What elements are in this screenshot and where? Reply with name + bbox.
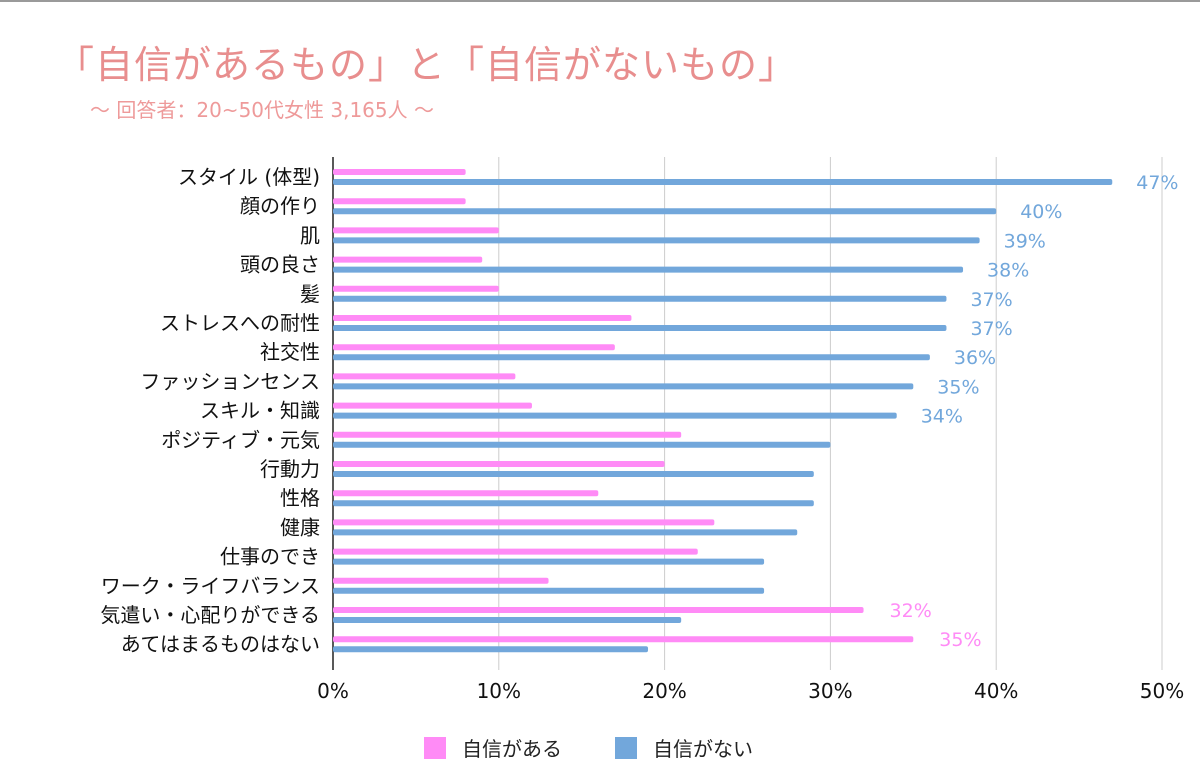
data-label-not-confident: 34% [921, 406, 963, 428]
bar-not-confident [333, 354, 930, 361]
category-label: スタイル (体型) [178, 165, 320, 189]
bar-confident [333, 256, 483, 263]
legend-label-not-confident: 自信がない [653, 737, 753, 761]
bar-not-confident [333, 529, 798, 536]
x-tick-label: 50% [1140, 679, 1184, 703]
category-label: 社交性 [260, 340, 320, 364]
bar-confident [333, 519, 715, 526]
x-tick-label: 20% [642, 679, 686, 703]
x-tick-label: 30% [808, 679, 852, 703]
bar-not-confident [333, 412, 897, 419]
bar-confident [333, 607, 864, 613]
top-border [0, 0, 1200, 2]
data-label-not-confident: 47% [1136, 172, 1178, 194]
category-label: あてはまるものはない [121, 632, 320, 656]
bar-not-confident [333, 587, 765, 594]
category-label: スキル・知識 [200, 399, 320, 423]
legend-item-confident: 自信がある [424, 733, 562, 762]
data-label-not-confident: 37% [970, 318, 1012, 340]
bar-not-confident [333, 325, 947, 331]
category-label: 肌 [300, 223, 320, 247]
bar-not-confident [333, 179, 1113, 185]
chart-legend: 自信がある 自信がない [0, 733, 1200, 763]
bar-confident [333, 461, 665, 467]
bar-not-confident [333, 383, 914, 390]
bar-not-confident [333, 441, 831, 448]
x-tick-label: 40% [974, 679, 1018, 703]
category-label: 性格 [280, 486, 320, 510]
category-label: 仕事のでき [220, 545, 320, 569]
bar-not-confident [333, 646, 649, 653]
data-label-not-confident: 36% [954, 347, 996, 369]
legend-item-not-confident: 自信がない [615, 733, 753, 762]
bar-confident [333, 431, 682, 438]
bar-confident [333, 373, 516, 380]
bar-confident [333, 577, 549, 584]
data-label-confident: 35% [939, 629, 981, 651]
category-label: 気遣い・心配りができる [100, 603, 320, 627]
data-label-not-confident: 38% [987, 260, 1029, 282]
bar-not-confident [333, 558, 765, 565]
chart-subtitle: 〜 回答者：20~50代女性 3,165人 〜 [90, 98, 434, 122]
category-label: ワーク・ライフバランス [101, 574, 320, 598]
data-label-not-confident: 40% [1020, 201, 1062, 223]
legend-label-confident: 自信がある [462, 737, 562, 761]
x-tick-label: 10% [477, 679, 521, 703]
bar-confident [333, 636, 914, 643]
chart-title: 「自信があるもの」と「自信がないもの」 [56, 43, 798, 87]
bar-confident [333, 344, 615, 351]
bar-not-confident [333, 295, 947, 302]
legend-swatch-confident [424, 736, 446, 759]
bar-confident [333, 548, 698, 555]
bar-confident [333, 285, 499, 292]
bar-confident [333, 227, 499, 234]
bar-confident [333, 315, 632, 321]
category-label: 健康 [280, 515, 320, 539]
category-label: ストレスへの耐性 [160, 311, 320, 335]
bar-confident [333, 402, 532, 409]
bar-confident [333, 490, 599, 497]
bar-confident [333, 198, 466, 205]
bar-not-confident [333, 500, 814, 507]
category-label: 髪 [300, 282, 320, 306]
bar-not-confident [333, 266, 964, 273]
category-label: 顔の作り [240, 194, 320, 218]
category-label: ポジティブ・元気 [161, 428, 320, 452]
x-tick-label: 0% [317, 679, 349, 703]
bar-not-confident [333, 208, 997, 215]
category-label: 行動力 [260, 457, 320, 481]
legend-swatch-not-confident [615, 736, 637, 759]
data-label-not-confident: 39% [1004, 230, 1046, 252]
data-label-confident: 32% [890, 600, 932, 622]
category-label: ファッションセンス [140, 369, 320, 393]
bar-not-confident [333, 471, 814, 477]
bar-confident [333, 169, 466, 175]
bar-not-confident [333, 617, 682, 623]
data-label-not-confident: 37% [970, 289, 1012, 311]
data-label-not-confident: 35% [937, 376, 979, 398]
category-label: 頭の良さ [240, 253, 320, 277]
bar-not-confident [333, 237, 980, 244]
